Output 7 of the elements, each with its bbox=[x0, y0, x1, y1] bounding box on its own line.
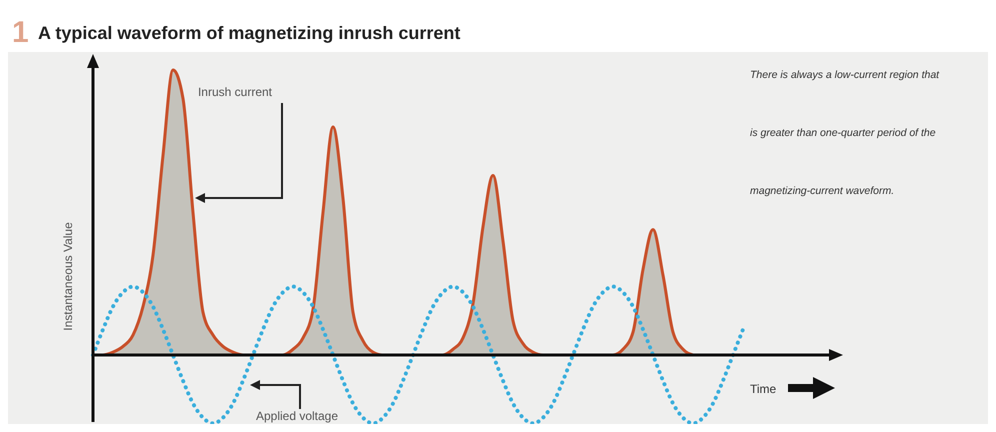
text: 1 bbox=[12, 16, 29, 49]
series-label: Inrush current bbox=[198, 85, 273, 99]
x-axis-title: Time bbox=[750, 382, 777, 396]
chart-title: A typical waveform of magnetizing inrush current bbox=[38, 23, 460, 43]
text: There is always a low-current region that is greater than one-quarter period of the magnetizing-current waveform. bbox=[750, 69, 940, 197]
series-label: Applied voltage bbox=[256, 409, 338, 423]
y-axis-title: Instantaneous Value bbox=[61, 222, 75, 331]
